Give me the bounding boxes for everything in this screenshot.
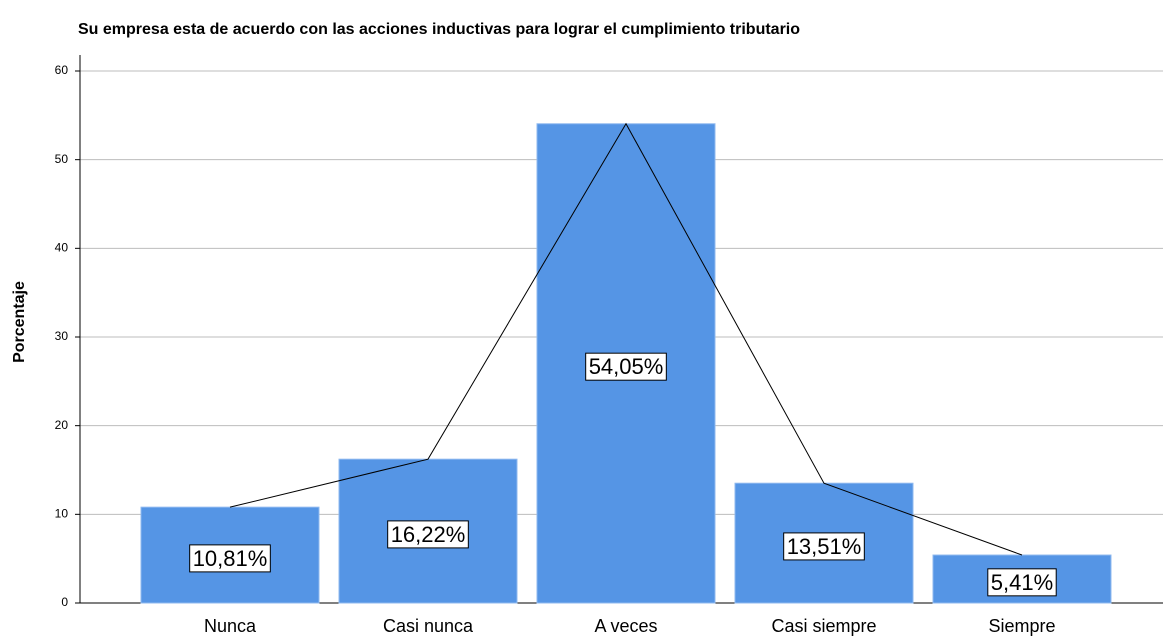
value-label-box bbox=[987, 568, 1057, 597]
x-tick-label: Casi siempre bbox=[771, 616, 876, 636]
value-label: 16,22% bbox=[391, 522, 466, 547]
value-label: 10,81% bbox=[193, 546, 268, 571]
y-tick-label: 10 bbox=[55, 507, 69, 521]
y-tick-label: 20 bbox=[55, 418, 69, 432]
value-label: 13,51% bbox=[787, 534, 862, 559]
chart-title: Su empresa esta de acuerdo con las accio… bbox=[78, 21, 800, 38]
value-label-box bbox=[585, 352, 667, 381]
x-tick-label: A veces bbox=[594, 616, 657, 636]
value-label: 54,05% bbox=[589, 354, 664, 379]
y-tick-label: 40 bbox=[55, 241, 69, 255]
value-label-box bbox=[783, 532, 865, 561]
x-tick-label: Siempre bbox=[988, 616, 1055, 636]
x-tick-label: Casi nunca bbox=[383, 616, 474, 636]
value-label-box bbox=[387, 520, 469, 549]
value-label-box bbox=[189, 544, 271, 573]
y-axis-label: Porcentaje bbox=[11, 281, 28, 363]
x-tick-label: Nunca bbox=[204, 616, 257, 636]
y-tick-label: 50 bbox=[55, 152, 69, 166]
y-tick-label: 0 bbox=[61, 595, 68, 609]
trend-line bbox=[229, 122, 1023, 556]
y-tick-label: 60 bbox=[55, 63, 69, 77]
value-label: 5,41% bbox=[991, 570, 1053, 595]
y-tick-label: 30 bbox=[55, 329, 69, 343]
